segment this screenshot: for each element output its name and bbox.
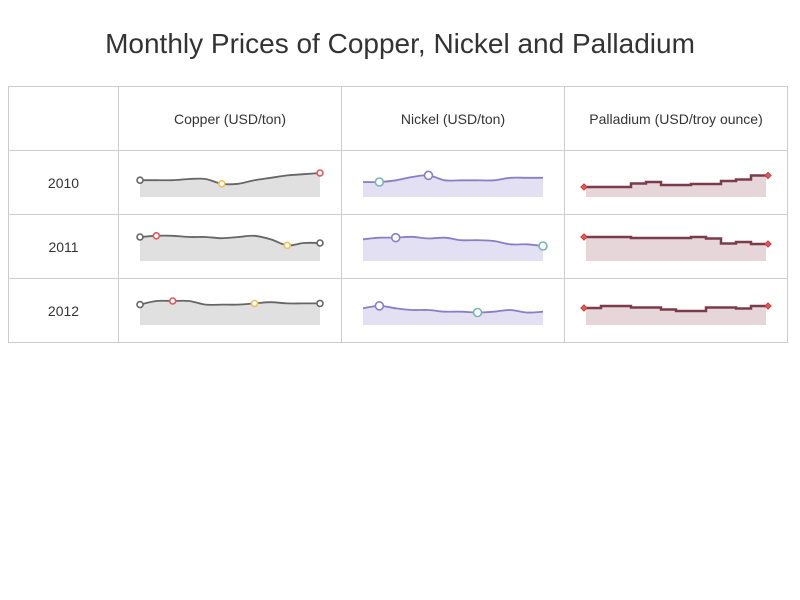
sparkline-line (586, 304, 766, 312)
sparkline-high-marker (374, 300, 385, 311)
sparkline-last-marker (764, 171, 772, 179)
sparkline-first-marker (580, 232, 588, 241)
sparkline-cell (564, 214, 788, 279)
sparkline-low-marker (250, 299, 259, 307)
corner-cell (8, 86, 119, 151)
sparkline-line (586, 235, 766, 245)
sparkline-high-marker (390, 232, 401, 242)
sparkline-copper-2012 (136, 296, 324, 325)
sparkline-high-marker (423, 170, 434, 180)
sparkline-nickel-2010 (362, 170, 543, 197)
sparkline-first-marker (136, 300, 144, 308)
sparkline-last-marker (316, 238, 324, 247)
sparkline-cell (341, 214, 565, 279)
row-label-year: 2010 (8, 150, 119, 215)
sparkline-area (586, 305, 766, 325)
row-label-year: 2011 (8, 214, 119, 279)
sparkline-copper-2011 (136, 231, 324, 261)
column-header-copper: Copper (USD/ton) (118, 86, 342, 151)
sparkline-copper-2010 (136, 168, 324, 197)
sparkline-cell (118, 278, 342, 343)
sparkline-high-marker (168, 296, 177, 305)
sparkline-area (140, 235, 320, 261)
sparkline-low-marker (472, 307, 483, 317)
sparkline-palladium-2010 (580, 171, 772, 197)
sparkline-last-marker (764, 239, 772, 248)
sparkline-cell (118, 214, 342, 279)
sparkline-last-marker (316, 168, 324, 177)
sparkline-nickel-2011 (362, 232, 548, 261)
column-header-nickel: Nickel (USD/ton) (341, 86, 565, 151)
sparkline-palladium-2011 (580, 232, 772, 261)
row-label-year: 2012 (8, 278, 119, 343)
sparkline-cell (341, 150, 565, 215)
sparkline-table: Copper (USD/ton) Nickel (USD/ton) Pallad… (8, 86, 788, 343)
sparkline-high-marker (152, 231, 161, 240)
sparkline-cell (564, 278, 788, 343)
sparkline-first-marker (580, 303, 588, 312)
sparkline-first-marker (136, 232, 144, 241)
sparkline-area (363, 305, 543, 325)
sparkline-low-marker (283, 241, 292, 249)
sparkline-palladium-2012 (580, 301, 772, 325)
table-row: 2012 (8, 278, 788, 343)
sparkline-low-marker (538, 240, 548, 251)
sparkline-line (362, 304, 544, 313)
sparkline-last-marker (764, 301, 772, 310)
sparkline-first-marker (580, 182, 588, 191)
page-title: Monthly Prices of Copper, Nickel and Pal… (105, 28, 695, 59)
sparkline-area (363, 236, 543, 261)
sparkline-line (362, 173, 543, 183)
table-row: 2010 (8, 150, 788, 215)
sparkline-low-marker (218, 179, 226, 188)
header-row: Copper (USD/ton) Nickel (USD/ton) Pallad… (8, 86, 788, 151)
sparkline-cell (118, 150, 342, 215)
sparkline-last-marker (316, 299, 324, 307)
sparkline-line (586, 173, 766, 188)
sparkline-line (140, 171, 321, 185)
column-header-palladium: Palladium (USD/troy ounce) (564, 86, 788, 151)
sparkline-low-marker (374, 176, 385, 187)
sparkline-first-marker (136, 175, 144, 184)
sparkline-nickel-2012 (362, 300, 544, 325)
table-row: 2011 (8, 214, 788, 279)
sparkline-area (140, 300, 320, 325)
sparkline-area (586, 236, 766, 261)
sparkline-cell (341, 278, 565, 343)
sparkline-cell (564, 150, 788, 215)
